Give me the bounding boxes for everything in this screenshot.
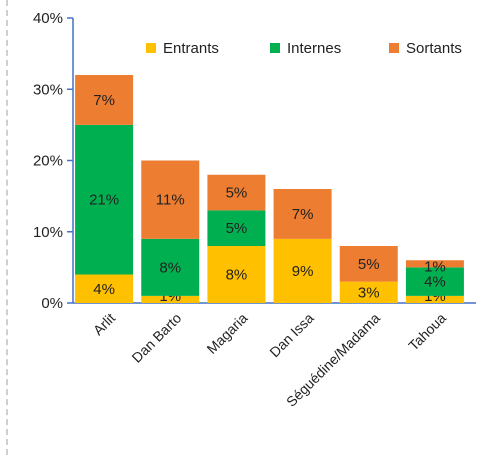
bar-segment: [207, 174, 266, 211]
x-tick-label: Dan Issa: [266, 310, 317, 361]
y-tick-label: 40%: [33, 10, 63, 27]
data-label: 9%: [292, 263, 314, 280]
data-label: 5%: [226, 220, 248, 237]
data-label: 8%: [226, 267, 248, 284]
y-tick-label: 10%: [33, 224, 63, 241]
data-label: 3%: [358, 284, 380, 301]
bar-segment: [339, 246, 398, 282]
bar-segment: [141, 160, 200, 239]
page-border: [6, 0, 8, 455]
bar-segment: [207, 246, 266, 303]
y-tick-label: 0%: [41, 295, 63, 312]
legend-label: Internes: [287, 40, 341, 57]
bar-segment: [141, 238, 200, 296]
y-tick-label: 30%: [33, 81, 63, 98]
x-tick-label: Dan Barto: [128, 310, 184, 366]
data-label: 8%: [159, 259, 181, 276]
x-tick-label: Arlit: [90, 310, 118, 338]
bar-segment: [273, 189, 332, 239]
x-tick-label: Tahoua: [405, 310, 449, 354]
data-label: 5%: [358, 256, 380, 273]
bar-segment: [75, 274, 134, 303]
bar-segment: [339, 281, 398, 303]
data-label: 11%: [156, 192, 185, 209]
legend-swatch: [146, 43, 156, 53]
y-tick-label: 20%: [33, 153, 63, 170]
bar-segment: [273, 238, 332, 303]
legend-swatch: [270, 43, 280, 53]
legend-label: Sortants: [406, 40, 462, 57]
bar-segment: [405, 260, 464, 268]
bar-segment: [405, 295, 464, 303]
data-label: 5%: [226, 185, 248, 202]
data-label: 4%: [424, 274, 446, 291]
x-tick-label: Magaria: [203, 310, 250, 357]
bar-segment: [207, 210, 266, 246]
bar-segment: [141, 295, 200, 303]
bar-segment: [75, 75, 134, 125]
data-label: 21%: [89, 192, 119, 209]
data-label: 1%: [424, 258, 446, 275]
data-label: 7%: [292, 206, 314, 223]
bar-segment: [405, 267, 464, 296]
data-label: 4%: [93, 281, 115, 298]
data-label: 7%: [93, 92, 115, 109]
legend-swatch: [389, 43, 399, 53]
legend-label: Entrants: [163, 40, 219, 57]
bar-segment: [75, 124, 134, 275]
